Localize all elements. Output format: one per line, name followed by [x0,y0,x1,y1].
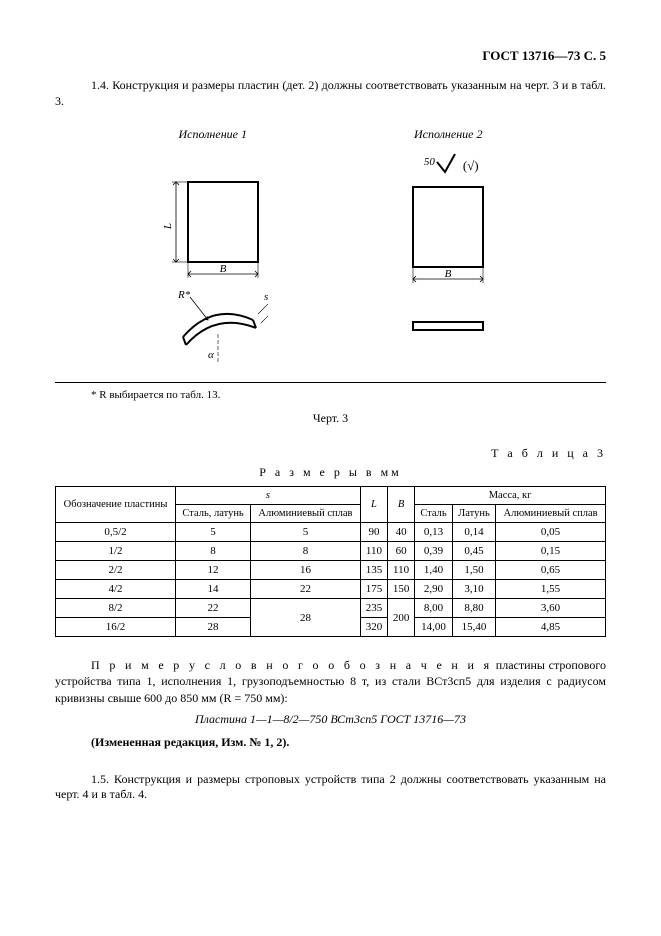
footnote-r-text: * R выбирается по табл. 13. [91,389,220,401]
table-row: 1/2 8 8 110 60 0,39 0,45 0,15 [56,542,606,561]
cell: 150 [388,580,415,599]
cell: 22 [176,599,251,618]
th-B: B [388,487,415,523]
cell: 8 [176,542,251,561]
table-row: 2/2 12 16 135 110 1,40 1,50 0,65 [56,561,606,580]
para-1-4-text: Конструкция и размеры пластин (дет. 2) д… [55,78,606,108]
table-row: 4/2 14 22 175 150 2,90 3,10 1,55 [56,580,606,599]
cell: 0,39 [415,542,453,561]
amendment-line: (Измененная редакция, Изм. № 1, 2). [55,735,606,750]
cell: 1,40 [415,561,453,580]
drawing-exec1: Исполнение 1 L B [158,127,268,372]
cell: 235 [360,599,387,618]
cell: 0,14 [452,523,495,542]
cell: 0,05 [496,523,606,542]
table3-label: Т а б л и ц а 3 [491,446,606,461]
cell: 8,00 [415,599,453,618]
cell: 8 [251,542,361,561]
cell: 28 [251,599,361,637]
cell: 40 [388,523,415,542]
dim-B: B [219,263,226,275]
cell: 22 [251,580,361,599]
th-obozn: Обозначение пластины [56,487,176,523]
th-m2: Латунь [452,505,495,523]
cell: 0,65 [496,561,606,580]
cell: 16/2 [56,618,176,637]
cell: 3,10 [452,580,495,599]
cell: 0,15 [496,542,606,561]
dim-R: R* [177,289,191,301]
footnote-r: * R выбирается по табл. 13. [55,389,606,401]
cell: 0,45 [452,542,495,561]
cell: 14 [176,580,251,599]
table-3: Обозначение пластины s L B Масса, кг Ста… [55,486,606,637]
th-m1: Сталь [415,505,453,523]
surface-mark: 50 (√) [418,152,479,174]
exec2-svg: B [393,182,503,357]
cell: 15,40 [452,618,495,637]
cell: 2/2 [56,561,176,580]
table-row: 0,5/2 5 5 90 40 0,13 0,14 0,05 [56,523,606,542]
exec1-svg: L B R* α [158,172,268,372]
th-s2: Алюминиевый сплав [251,505,361,523]
th-mass: Масса, кг [415,487,606,505]
divider [55,382,606,383]
para-1-5-text: Конструкция и размеры строповых устройст… [55,772,606,802]
checkmark-icon [435,152,457,174]
example-para: П р и м е р у с л о в н о г о о б о з н … [55,657,606,706]
exec2-label: Исполнение 2 [414,127,482,142]
cell: 1,50 [452,561,495,580]
dim-s: s [264,291,268,303]
cell: 320 [360,618,387,637]
para-1-5-num: 1.5. [91,772,109,786]
surface-value: 50 [424,156,435,168]
cell: 90 [360,523,387,542]
cell: 175 [360,580,387,599]
cell: 4/2 [56,580,176,599]
cell: 4,85 [496,618,606,637]
cell: 12 [176,561,251,580]
para-1-4-num: 1.4. [91,78,109,92]
table3-label-row: Т а б л и ц а 3 [55,446,606,461]
drawings-row: Исполнение 1 L B [95,127,566,372]
dim-alpha: α [208,349,214,361]
page: ГОСТ 13716—73 С. 5 1.4. Конструкция и ра… [0,0,661,936]
th-L: L [360,487,387,523]
table-row: 8/2 22 28 235 200 8,00 8,80 3,60 [56,599,606,618]
cell: 1,55 [496,580,606,599]
cell: 5 [176,523,251,542]
surface-paren: (√) [463,158,479,174]
cell: 3,60 [496,599,606,618]
example-designation: Пластина 1—1—8/2—750 ВСт3сп5 ГОСТ 13716—… [55,712,606,727]
cell: 8,80 [452,599,495,618]
doc-id: ГОСТ 13716—73 С. 5 [55,48,606,64]
exec1-label: Исполнение 1 [179,127,247,142]
cell: 5 [251,523,361,542]
para-1-4: 1.4. Конструкция и размеры пластин (дет.… [55,78,606,109]
cell: 110 [388,561,415,580]
table3-dim-caption: Р а з м е р ы в мм [55,465,606,480]
drawing-exec2: Исполнение 2 50 (√) B [393,127,503,372]
cell: 0,13 [415,523,453,542]
cell: 200 [388,599,415,637]
cell: 2,90 [415,580,453,599]
cell: 60 [388,542,415,561]
cell: 135 [360,561,387,580]
dim-B2: B [445,268,452,280]
th-s: s [176,487,361,505]
cell: 8/2 [56,599,176,618]
cell: 1/2 [56,542,176,561]
cell: 14,00 [415,618,453,637]
cell: 0,5/2 [56,523,176,542]
dim-L: L [162,223,174,230]
cell: 110 [360,542,387,561]
th-s1: Сталь, латунь [176,505,251,523]
amendment-text: (Измененная редакция, Изм. № 1, 2). [91,735,289,749]
th-m3: Алюминиевый сплав [496,505,606,523]
cell: 28 [176,618,251,637]
example-lead: П р и м е р у с л о в н о г о о б о з н … [91,658,492,672]
para-1-5: 1.5. Конструкция и размеры строповых уст… [55,772,606,803]
cell: 16 [251,561,361,580]
fig3-caption: Черт. 3 [55,411,606,426]
